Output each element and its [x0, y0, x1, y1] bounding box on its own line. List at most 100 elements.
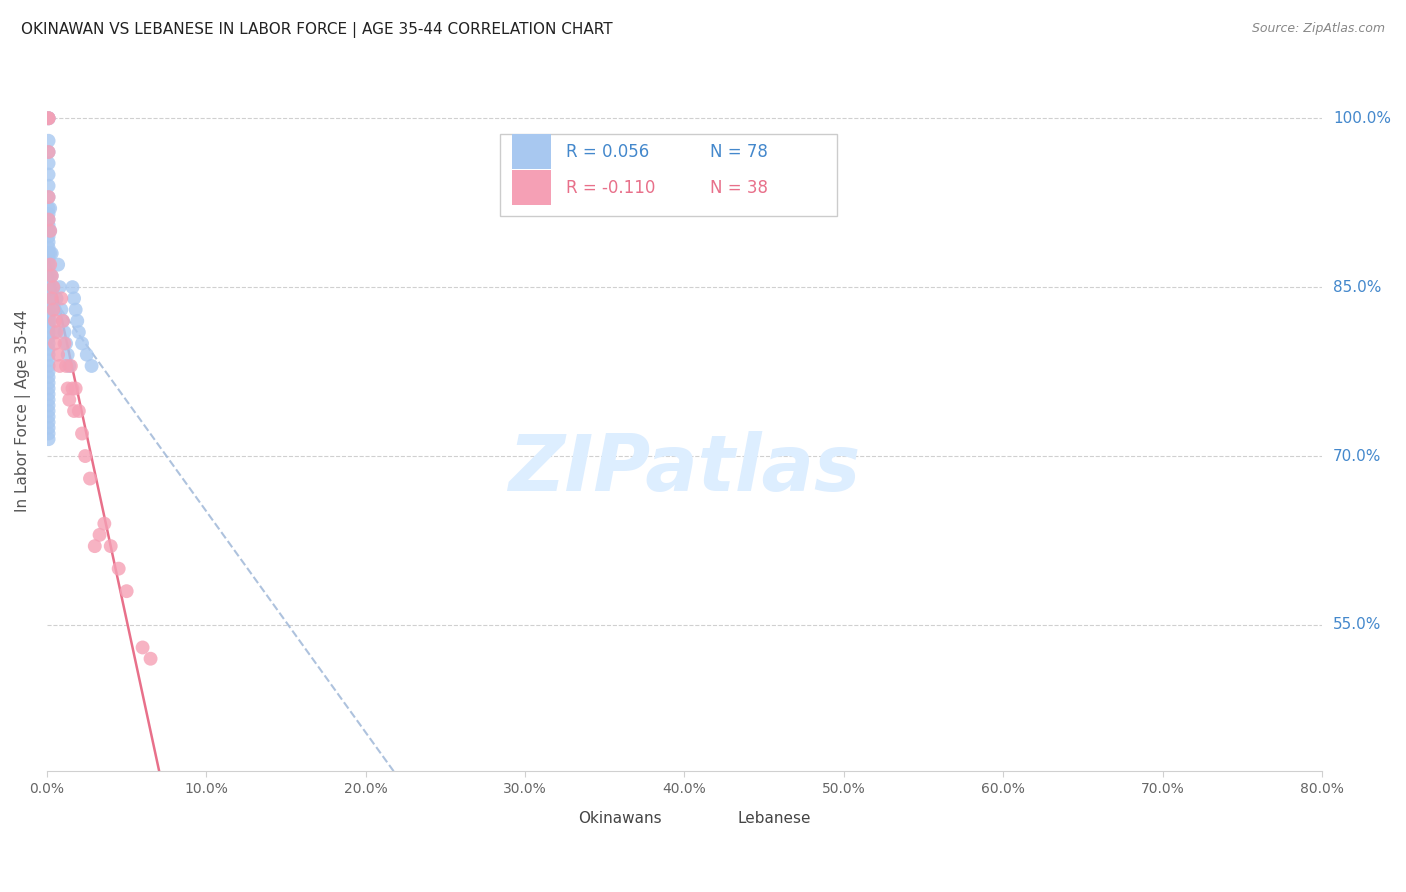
- Point: [38, 263, 60, 277]
- Text: 100.0%: 100.0%: [1333, 111, 1391, 126]
- Point: [42, 280, 65, 294]
- Point: [52, 314, 75, 328]
- Point: [38, 178, 60, 193]
- Point: [70, 336, 93, 351]
- Text: N = 38: N = 38: [710, 178, 768, 196]
- Y-axis label: In Labor Force | Age 35-44: In Labor Force | Age 35-44: [15, 310, 31, 512]
- Point: [44, 302, 66, 317]
- Point: [39, 292, 62, 306]
- Point: [39, 224, 62, 238]
- Point: [38, 319, 60, 334]
- Point: [38, 387, 60, 401]
- Point: [55, 336, 77, 351]
- Point: [67, 404, 90, 418]
- Point: [38, 359, 60, 373]
- Point: [67, 325, 90, 339]
- Point: [39, 246, 62, 260]
- Point: [48, 280, 70, 294]
- Point: [53, 325, 76, 339]
- Point: [55, 359, 77, 373]
- Point: [41, 292, 63, 306]
- Point: [38, 190, 60, 204]
- Point: [38, 212, 60, 227]
- Point: [51, 292, 73, 306]
- Text: 70.0%: 70.0%: [1333, 449, 1381, 464]
- Point: [38, 112, 60, 126]
- Text: R = 0.056: R = 0.056: [565, 143, 650, 161]
- Point: [46, 258, 69, 272]
- Point: [38, 280, 60, 294]
- Point: [39, 268, 62, 283]
- Point: [52, 314, 75, 328]
- Point: [38, 224, 60, 238]
- Point: [38, 325, 60, 339]
- Point: [48, 359, 70, 373]
- Point: [44, 336, 66, 351]
- Point: [38, 292, 60, 306]
- Point: [41, 246, 63, 260]
- Point: [107, 562, 129, 576]
- Point: [58, 359, 80, 373]
- Point: [38, 421, 60, 435]
- Point: [75, 449, 97, 463]
- Point: [93, 516, 115, 531]
- Point: [62, 280, 84, 294]
- Point: [38, 392, 60, 407]
- Point: [38, 246, 60, 260]
- Point: [38, 297, 60, 311]
- Point: [38, 145, 60, 159]
- Point: [38, 426, 60, 441]
- Point: [44, 314, 66, 328]
- Point: [65, 382, 87, 396]
- FancyBboxPatch shape: [499, 134, 838, 217]
- Point: [38, 342, 60, 356]
- Point: [80, 359, 103, 373]
- Point: [66, 314, 89, 328]
- Text: N = 78: N = 78: [710, 143, 768, 161]
- Point: [38, 268, 60, 283]
- Point: [38, 235, 60, 249]
- Point: [41, 268, 63, 283]
- Point: [51, 302, 73, 317]
- Point: [39, 258, 62, 272]
- Point: [63, 292, 86, 306]
- Text: Source: ZipAtlas.com: Source: ZipAtlas.com: [1251, 22, 1385, 36]
- Point: [38, 365, 60, 379]
- Text: ZIPatlas: ZIPatlas: [509, 431, 860, 507]
- Text: 85.0%: 85.0%: [1333, 280, 1381, 294]
- Point: [38, 398, 60, 412]
- FancyBboxPatch shape: [697, 805, 730, 830]
- Point: [83, 539, 105, 553]
- Point: [38, 382, 60, 396]
- Point: [39, 202, 62, 216]
- Point: [38, 168, 60, 182]
- Point: [38, 308, 60, 322]
- Point: [139, 651, 162, 665]
- Point: [38, 202, 60, 216]
- Point: [38, 252, 60, 266]
- Point: [38, 190, 60, 204]
- Point: [38, 145, 60, 159]
- Point: [70, 426, 93, 441]
- Point: [38, 285, 60, 300]
- Text: Lebanese: Lebanese: [738, 811, 811, 826]
- Point: [45, 325, 67, 339]
- Point: [38, 348, 60, 362]
- FancyBboxPatch shape: [538, 805, 569, 830]
- Point: [42, 280, 65, 294]
- Point: [38, 353, 60, 368]
- Point: [53, 336, 76, 351]
- Point: [38, 302, 60, 317]
- Point: [79, 472, 101, 486]
- Point: [56, 348, 79, 362]
- Point: [39, 224, 62, 238]
- Point: [38, 218, 60, 232]
- Point: [38, 376, 60, 390]
- Point: [58, 392, 80, 407]
- Point: [41, 268, 63, 283]
- Point: [38, 258, 60, 272]
- Point: [45, 292, 67, 306]
- Point: [38, 404, 60, 418]
- Point: [44, 325, 66, 339]
- Point: [38, 212, 60, 227]
